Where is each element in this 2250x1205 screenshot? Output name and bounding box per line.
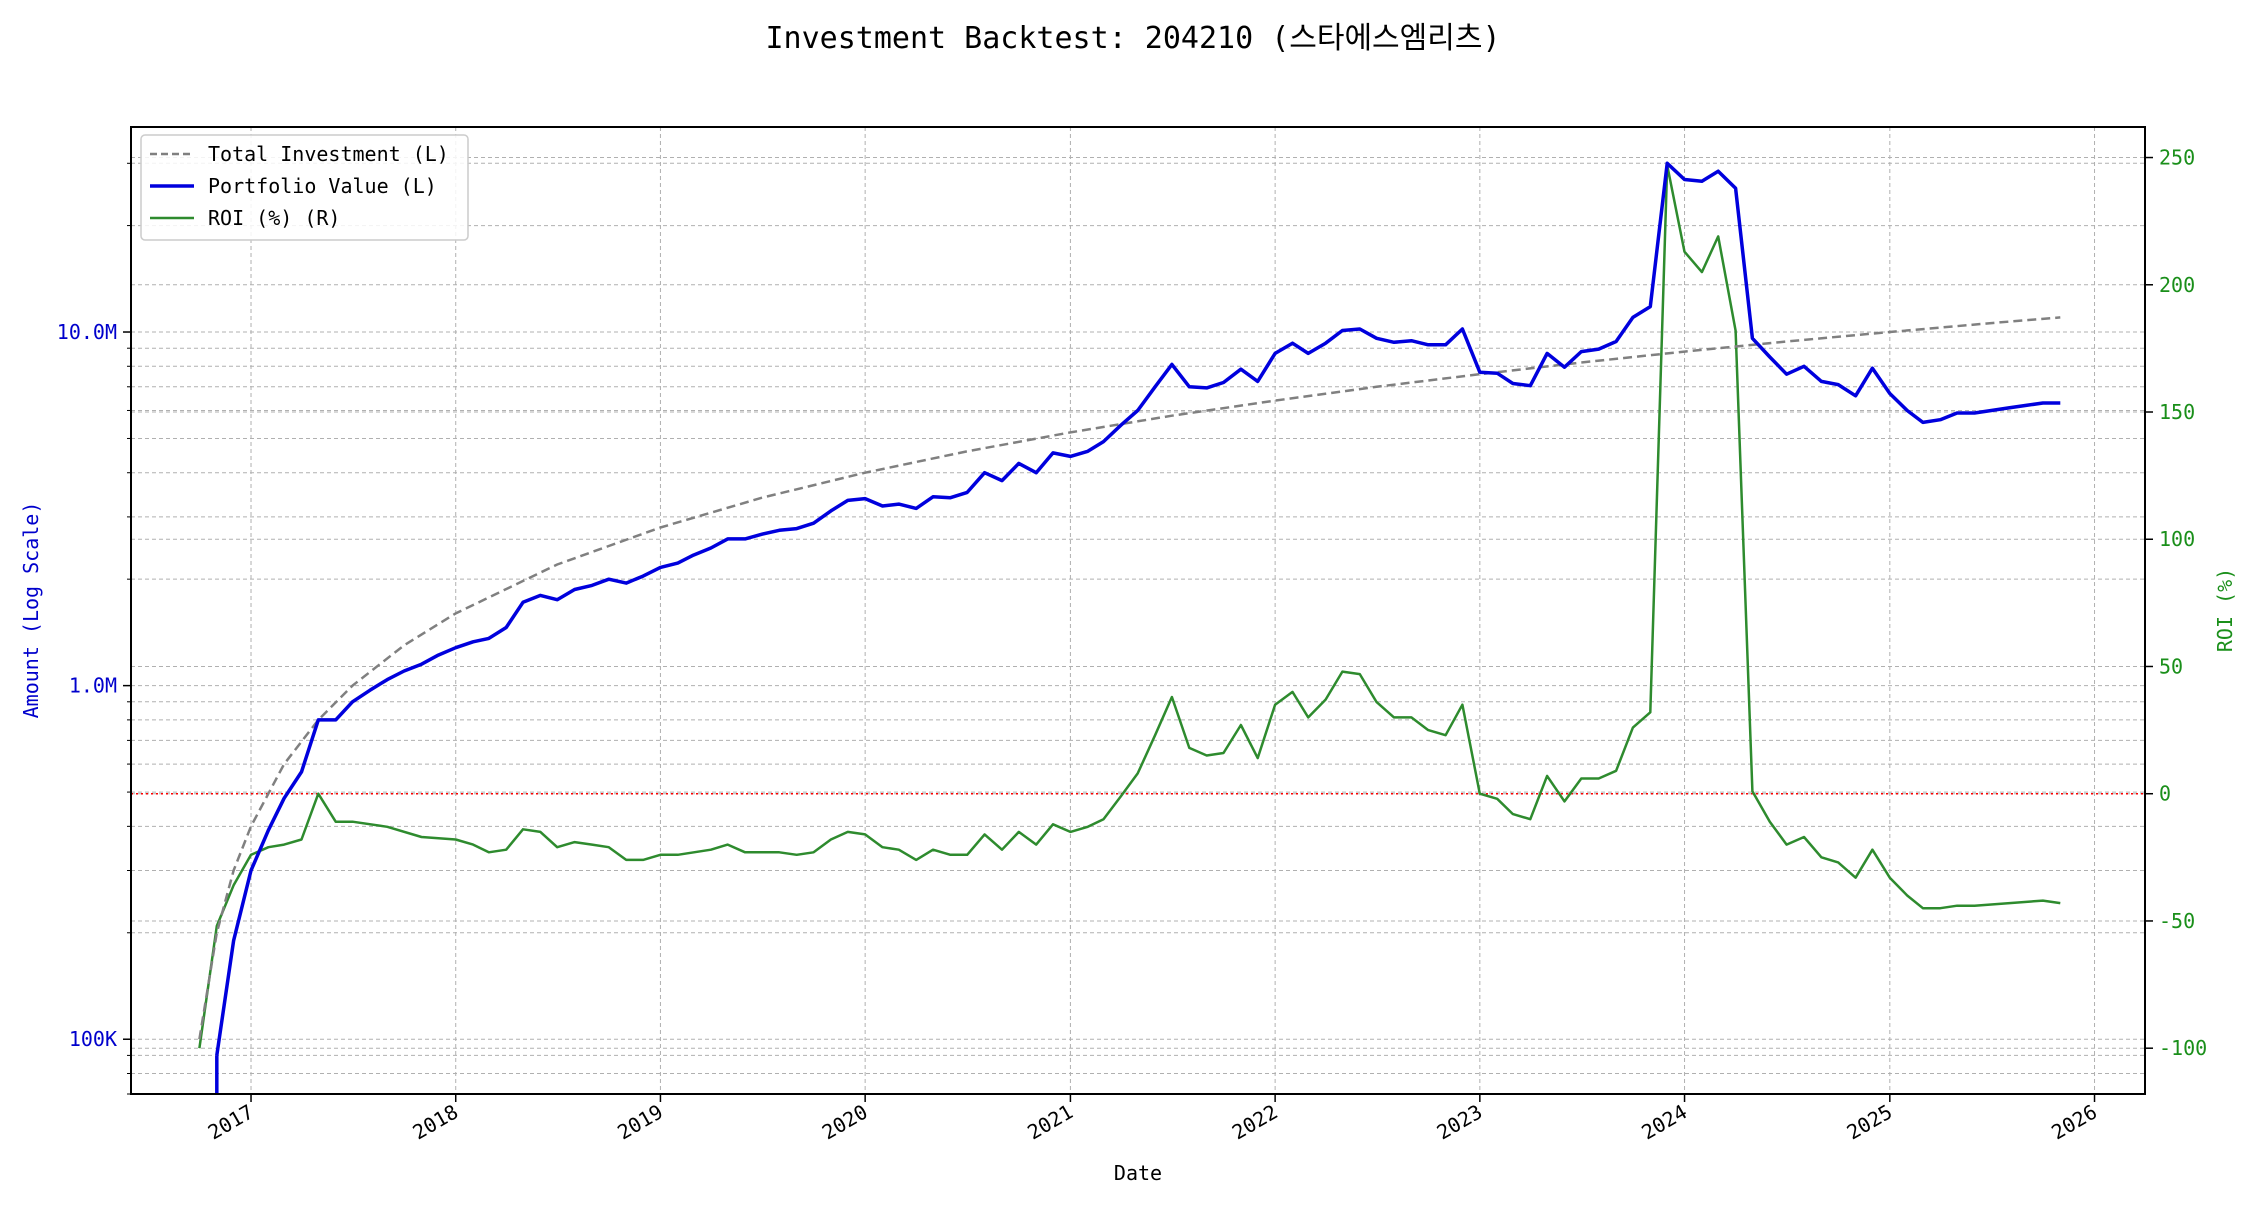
- x-tick-label: 2024: [1637, 1100, 1691, 1145]
- legend: Total Investment (L) Portfolio Value (L)…: [140, 134, 469, 241]
- x-tick-label: 2026: [2047, 1100, 2101, 1145]
- x-tick-label: 2017: [204, 1100, 258, 1145]
- y-right-tick-label: 0: [2159, 782, 2171, 806]
- legend-label-roi: ROI (%) (R): [208, 206, 340, 230]
- total-investment-line: [198, 316, 2061, 1040]
- legend-label-portfolio-value: Portfolio Value (L): [208, 174, 437, 198]
- y-right-tick-label: 150: [2159, 400, 2195, 424]
- x-tick-label: 2023: [1433, 1100, 1487, 1145]
- y-right-tick-label: -100: [2159, 1036, 2207, 1060]
- series-layer: [131, 161, 2145, 1094]
- grid: [131, 127, 2145, 1095]
- x-tick-label: 2019: [613, 1100, 667, 1145]
- y-right-tick-label: -50: [2159, 909, 2195, 933]
- chart-title: Investment Backtest: 204210 (스타에스엠리츠): [765, 21, 1500, 56]
- plot-frame: [130, 126, 2146, 1095]
- portfolio-value-line: [215, 161, 2061, 1056]
- legend-label-total-investment: Total Investment (L): [208, 142, 449, 166]
- left-axis-label: Amount (Log Scale): [19, 502, 43, 719]
- x-tick-label: 2018: [409, 1100, 463, 1145]
- y-right-tick-label: 100: [2159, 527, 2195, 551]
- x-tick-label: 2022: [1228, 1100, 1282, 1145]
- x-tick-label: 2020: [818, 1100, 872, 1145]
- x-axis-label: Date: [1114, 1161, 1162, 1185]
- y-right-tick-label: 250: [2159, 146, 2195, 170]
- x-tick-label: 2025: [1843, 1100, 1897, 1145]
- right-axis-label: ROI (%): [2213, 568, 2237, 652]
- y-left-tick-label: 10.0M: [57, 320, 117, 344]
- y-right-tick-label: 200: [2159, 273, 2195, 297]
- roi-line: [198, 163, 2061, 1049]
- y-left-tick-label: 1.0M: [69, 674, 117, 698]
- y-right-tick-label: 50: [2159, 654, 2183, 678]
- x-tick-label: 2021: [1023, 1100, 1077, 1145]
- ticks: 2017 2018 2019 2020 2021 2022 2023 2024 2025 2026…: [57, 146, 2207, 1145]
- legend-box: [140, 134, 469, 241]
- y-left-tick-label: 100K: [69, 1027, 117, 1051]
